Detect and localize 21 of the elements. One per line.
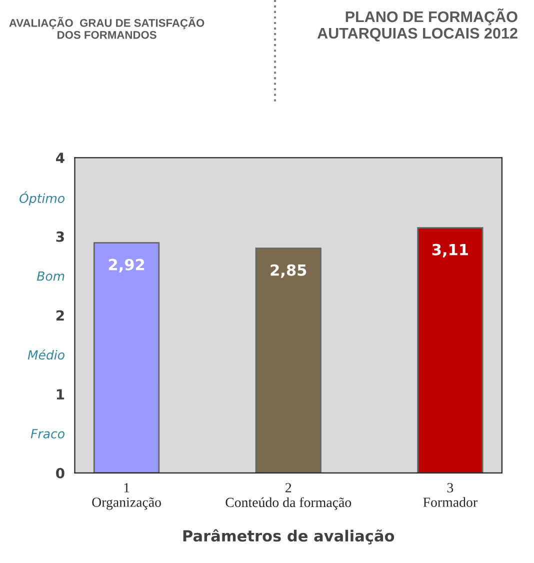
x-axis-title: Parâmetros de avaliação — [183, 529, 394, 544]
bar — [417, 227, 484, 473]
bar — [93, 242, 160, 473]
y-tick-label: Bom — [36, 272, 64, 281]
data-label: 3,11 — [432, 244, 468, 258]
y-tick-label: 2 — [56, 310, 64, 321]
x-tick-label: 3 Formador — [423, 483, 478, 507]
chart-subtitle: AVALIAÇÃO GRAU DE SATISFAÇÃO DOS FORMANDOS — [9, 16, 204, 39]
chart-title: PLANO DE FORMAÇÃO AUTARQUIAS LOCAIS 2012 — [317, 8, 518, 42]
y-tick-label: Médio — [28, 349, 64, 360]
y-tick-label: 0 — [56, 468, 64, 478]
y-tick-label: 1 — [56, 389, 64, 400]
y-tick-label: Fraco — [30, 429, 64, 438]
y-tick-label: 3 — [56, 231, 64, 242]
data-label: 2,92 — [108, 258, 144, 272]
y-tick-label: 4 — [56, 152, 64, 163]
x-tick-label: 1 Organização — [92, 483, 161, 510]
data-label: 2,85 — [270, 264, 306, 278]
bar — [255, 248, 322, 473]
y-tick-label: Óptimo — [20, 191, 64, 206]
x-tick-label: 2 Conteúdo da formação — [226, 483, 352, 510]
